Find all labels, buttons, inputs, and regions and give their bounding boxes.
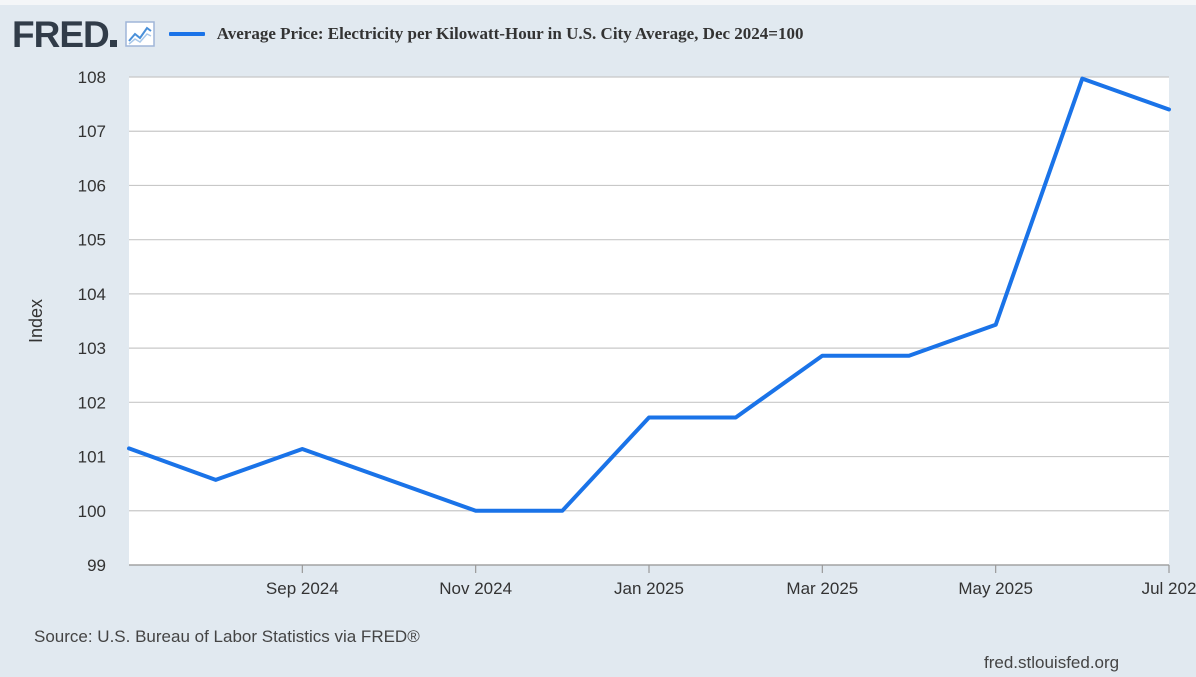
x-tick-label: Sep 2024 — [266, 579, 339, 598]
y-tick-label: 100 — [78, 502, 106, 521]
x-tick-label: Mar 2025 — [786, 579, 858, 598]
fred-logo[interactable]: FRED — [12, 16, 117, 53]
x-tick-label: Nov 2024 — [439, 579, 512, 598]
y-tick-label: 105 — [78, 231, 106, 250]
y-axis-label: Index — [26, 299, 46, 343]
plot-area — [129, 77, 1169, 565]
chart-title: Average Price: Electricity per Kilowatt-… — [216, 24, 804, 43]
y-axis-ticks: 99 100 101 102 103 104 105 106 107 108 — [78, 68, 106, 575]
y-tick-label: 106 — [78, 176, 106, 195]
x-tick-label: Jul 202 — [1142, 579, 1196, 598]
x-axis-ticks: Sep 2024 Nov 2024 Jan 2025 Mar 2025 May 2025… — [129, 564, 1196, 598]
y-tick-label: 99 — [87, 556, 106, 575]
legend-line-swatch — [168, 32, 205, 36]
site-credit[interactable]: fred.stlouisfed.org — [984, 653, 1120, 672]
y-tick-label: 108 — [78, 68, 106, 87]
y-tick-label: 103 — [78, 339, 106, 358]
line-chart-icon — [124, 21, 155, 47]
x-tick-label: Jan 2025 — [614, 579, 684, 598]
series-line[interactable] — [127, 76, 1171, 513]
x-tick-label: May 2025 — [958, 579, 1033, 598]
y-tick-label: 102 — [78, 393, 106, 412]
series-layer — [127, 76, 1171, 513]
y-tick-label: 107 — [78, 122, 106, 141]
top-strip — [0, 0, 1196, 5]
source-note: Source: U.S. Bureau of Labor Statistics … — [34, 627, 420, 646]
y-tick-label: 101 — [78, 448, 106, 467]
y-tick-label: 104 — [78, 285, 106, 304]
chart-header: FRED Average Price: Electricity per Kilo… — [12, 14, 803, 54]
